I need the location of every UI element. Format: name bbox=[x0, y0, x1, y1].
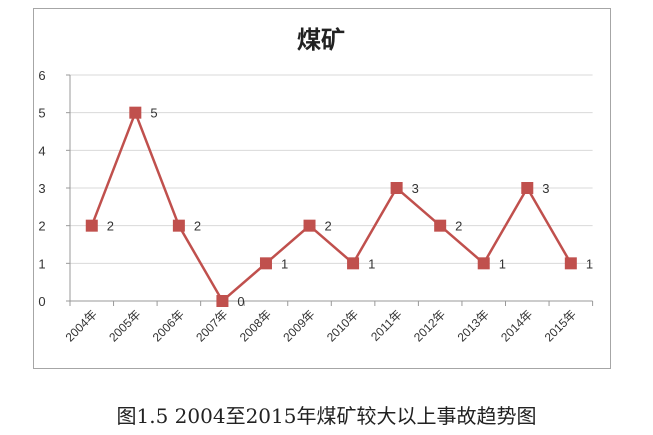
data-label: 1 bbox=[368, 256, 375, 271]
data-label: 2 bbox=[194, 219, 201, 234]
data-label: 5 bbox=[150, 106, 157, 121]
data-point-marker bbox=[259, 257, 272, 270]
x-tick-label: 2010年 bbox=[324, 307, 361, 344]
data-point-marker bbox=[564, 257, 577, 270]
y-tick-label: 6 bbox=[38, 68, 45, 83]
data-label: 3 bbox=[412, 181, 419, 196]
x-tick-label: 2011年 bbox=[368, 307, 405, 344]
x-tick-label: 2012年 bbox=[411, 307, 448, 344]
data-point-marker bbox=[477, 257, 490, 270]
data-point-marker bbox=[521, 182, 534, 194]
data-point-marker bbox=[216, 295, 229, 307]
chart-title: 煤矿 bbox=[297, 26, 345, 54]
data-label: 1 bbox=[281, 256, 288, 271]
data-label: 0 bbox=[237, 294, 244, 309]
data-point-marker bbox=[347, 257, 360, 270]
data-point-marker bbox=[434, 219, 447, 232]
x-tick-label: 2013年 bbox=[455, 307, 492, 344]
figure-caption: 图1.5 2004至2015年煤矿较大以上事故趋势图 bbox=[116, 404, 537, 428]
line-chart: 煤矿 0 1 2 3 4 5 6 2004年 2005年 2006年 2007年 2008年 2009年… bbox=[38, 26, 594, 344]
x-tick-label: 2008年 bbox=[237, 307, 274, 344]
y-tick-label: 5 bbox=[38, 106, 45, 121]
x-tick-label: 2004年 bbox=[63, 307, 100, 344]
x-tick-label: 2005年 bbox=[106, 307, 143, 344]
y-tick-label: 2 bbox=[38, 219, 45, 234]
y-tick-label: 4 bbox=[38, 143, 45, 158]
data-label: 2 bbox=[325, 219, 332, 234]
data-point-marker bbox=[172, 219, 185, 232]
series-line bbox=[90, 109, 572, 303]
data-point-marker bbox=[85, 219, 98, 232]
x-tick-label: 2015年 bbox=[542, 307, 579, 344]
x-tick-label: 2014年 bbox=[498, 307, 535, 344]
x-tick-label: 2009年 bbox=[280, 307, 317, 344]
x-tick-label: 2007年 bbox=[193, 307, 230, 344]
data-point-marker bbox=[390, 182, 403, 194]
data-label: 1 bbox=[586, 256, 593, 271]
x-tick-label: 2006年 bbox=[150, 307, 187, 344]
y-tick-label: 0 bbox=[38, 294, 45, 309]
data-label: 2 bbox=[455, 219, 462, 234]
data-label: 3 bbox=[542, 181, 549, 196]
data-label: 1 bbox=[499, 256, 506, 271]
data-point-marker bbox=[129, 106, 142, 119]
data-label: 2 bbox=[107, 219, 114, 234]
y-tick-label: 1 bbox=[38, 256, 45, 271]
y-tick-label: 3 bbox=[38, 181, 45, 196]
data-point-marker bbox=[303, 219, 316, 232]
